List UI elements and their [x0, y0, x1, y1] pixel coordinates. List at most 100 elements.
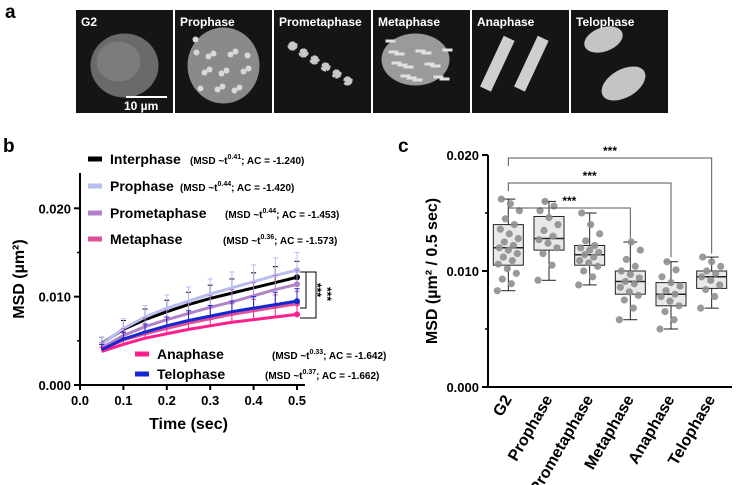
legend-entry-name: Metaphase	[110, 231, 183, 247]
chromatin-spot	[205, 53, 212, 60]
series-line-anaphase	[101, 312, 298, 353]
legend-entry-name: Anaphase	[157, 346, 224, 362]
data-point	[515, 207, 523, 215]
chromatin-spot	[214, 86, 221, 93]
data-point	[631, 262, 639, 270]
data-point	[534, 276, 542, 284]
micrograph-tile	[274, 10, 371, 113]
data-point	[503, 265, 511, 273]
data-point	[716, 281, 724, 289]
significance-label: ***	[583, 169, 597, 183]
data-point	[622, 255, 630, 263]
phase-label: Anaphase	[477, 15, 535, 29]
chromosome	[343, 76, 352, 86]
data-point	[703, 267, 711, 275]
chromosome	[287, 43, 297, 49]
nucleus-highlight	[96, 41, 141, 82]
data-point	[635, 274, 643, 282]
phase-label: G2	[81, 15, 97, 29]
significance-label: ***	[310, 283, 324, 297]
significance-label: ***	[320, 287, 334, 301]
data-point	[675, 302, 683, 310]
legend-entry-name: Telophase	[157, 366, 225, 382]
data-point	[497, 195, 505, 203]
legend-entry-fit: (MSD ~t0.36; AC = -1.573)	[223, 234, 337, 247]
data-point	[620, 296, 628, 304]
data-point	[661, 308, 669, 316]
data-point	[616, 283, 624, 291]
data-point	[499, 253, 507, 261]
micrograph-strip: G2 10 µm Prophase Prometaphase Metaphase Anap…	[76, 10, 668, 113]
x-tick-label: 0.0	[71, 393, 89, 408]
data-point	[708, 258, 716, 266]
y-tick-label: 0.010	[446, 264, 479, 279]
y-axis-title: MSD (µm² / 0.5 sec)	[424, 198, 441, 344]
data-point	[672, 266, 680, 274]
data-point	[506, 200, 514, 208]
chromosome	[424, 62, 435, 66]
chromatin-spot	[244, 52, 251, 59]
chromosome	[335, 69, 339, 79]
chromosome	[388, 50, 399, 54]
chromosome	[400, 74, 411, 78]
data-point	[625, 288, 633, 296]
data-point	[507, 280, 515, 288]
data-point	[498, 275, 506, 283]
phase-label: Prometaphase	[279, 15, 362, 29]
data-point	[670, 316, 678, 324]
series-endpoint	[294, 298, 300, 305]
data-point	[545, 214, 553, 222]
chromatin-spot	[210, 50, 217, 57]
data-point	[505, 230, 513, 238]
chromosome	[415, 49, 426, 53]
data-point	[510, 221, 518, 229]
phase-label: Telophase	[576, 15, 635, 29]
data-point	[581, 251, 589, 259]
data-point	[595, 248, 603, 257]
data-point	[496, 225, 504, 233]
data-point	[575, 281, 583, 289]
data-point	[667, 279, 675, 287]
chromosome	[385, 39, 396, 43]
data-point	[504, 246, 512, 254]
data-point	[539, 250, 547, 258]
data-point	[553, 244, 561, 252]
daughter-nucleus	[601, 66, 646, 101]
x-tick-label: 0.1	[114, 393, 132, 408]
chromatin-spot	[245, 65, 252, 72]
data-point	[596, 230, 604, 238]
significance-bracket	[507, 207, 631, 239]
data-point	[535, 236, 543, 244]
series-line-prophase	[100, 268, 298, 346]
chromosome	[322, 62, 330, 72]
chromatin-spot	[206, 66, 213, 73]
chromatin-spot	[193, 49, 200, 56]
panel-a-letter: a	[5, 2, 16, 23]
legend-entry-fit: (MSD ~t0.44; AC = -1.420)	[180, 181, 294, 194]
msd-time-chart: 0.0 0.1 0.2 0.3 0.4 0.5 0.000 0.010 0.020 Time (s…	[11, 151, 386, 433]
significance-bracket	[300, 271, 307, 309]
legend-entry-fit: (MSD ~t0.37; AC = -1.662)	[265, 369, 379, 382]
data-point	[699, 253, 707, 261]
micrograph-tile	[472, 10, 569, 113]
scale-bar-label: 10 µm	[124, 99, 158, 113]
chromatid-set	[480, 35, 515, 92]
data-point	[540, 226, 548, 234]
series-line-telophase	[101, 299, 298, 352]
chromosome	[299, 48, 309, 56]
daughter-nucleus	[584, 26, 623, 53]
series-line-interphase	[100, 275, 298, 345]
chromatin-spot	[231, 87, 238, 94]
chromatin-spot	[201, 69, 208, 76]
data-point	[548, 261, 556, 269]
data-point	[494, 260, 502, 268]
legend-entry-name: Prophase	[110, 178, 174, 194]
series-line-prometaphase	[100, 282, 298, 350]
data-point	[671, 290, 679, 298]
significance-bracket	[300, 271, 317, 319]
metaphase-plate	[381, 33, 450, 86]
data-point	[634, 291, 642, 299]
y-tick-label: 0.000	[38, 378, 71, 393]
data-point	[594, 262, 602, 270]
data-point	[495, 244, 503, 252]
